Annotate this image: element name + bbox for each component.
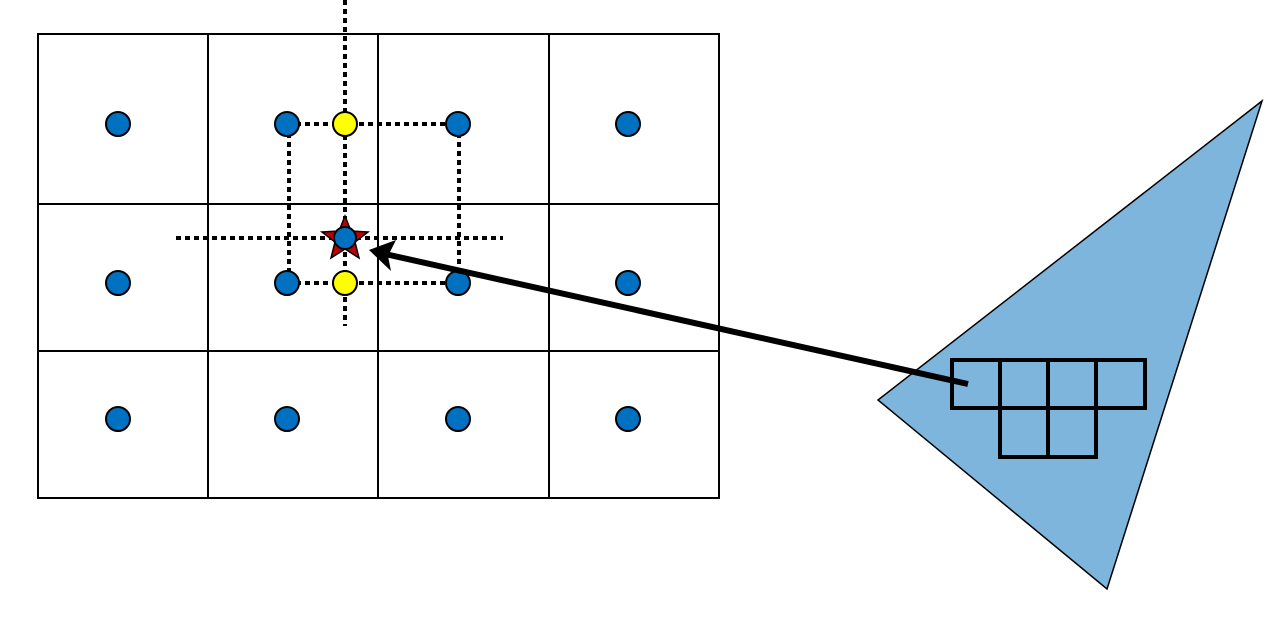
mapping-arrow [369,240,969,387]
sample-point-icon [445,111,471,137]
interp-point-bottom-icon [332,270,358,296]
sample-point-icon [615,270,641,296]
sample-point-icon [105,406,131,432]
sample-point-icon [274,111,300,137]
triangle-icon [876,98,1264,591]
sample-point-icon [105,111,131,137]
arrowhead-icon [369,240,396,271]
sample-point-icon [105,270,131,296]
interp-point-top-icon [332,111,358,137]
sample-point-icon [615,406,641,432]
pixel-cell [1046,406,1098,459]
sample-point-icon [445,406,471,432]
target-center-icon [333,226,357,250]
pixel-block [950,358,1147,459]
sample-point-icon [274,270,300,296]
target-point [319,213,371,260]
interpolated-points [332,111,358,296]
grid-cell [548,350,720,499]
sample-points [105,111,641,432]
sample-point-icon [274,406,300,432]
texel-grid [37,33,720,499]
pixel-cell [1094,358,1147,410]
sample-point-icon [615,111,641,137]
arrow-shaft [384,251,969,387]
